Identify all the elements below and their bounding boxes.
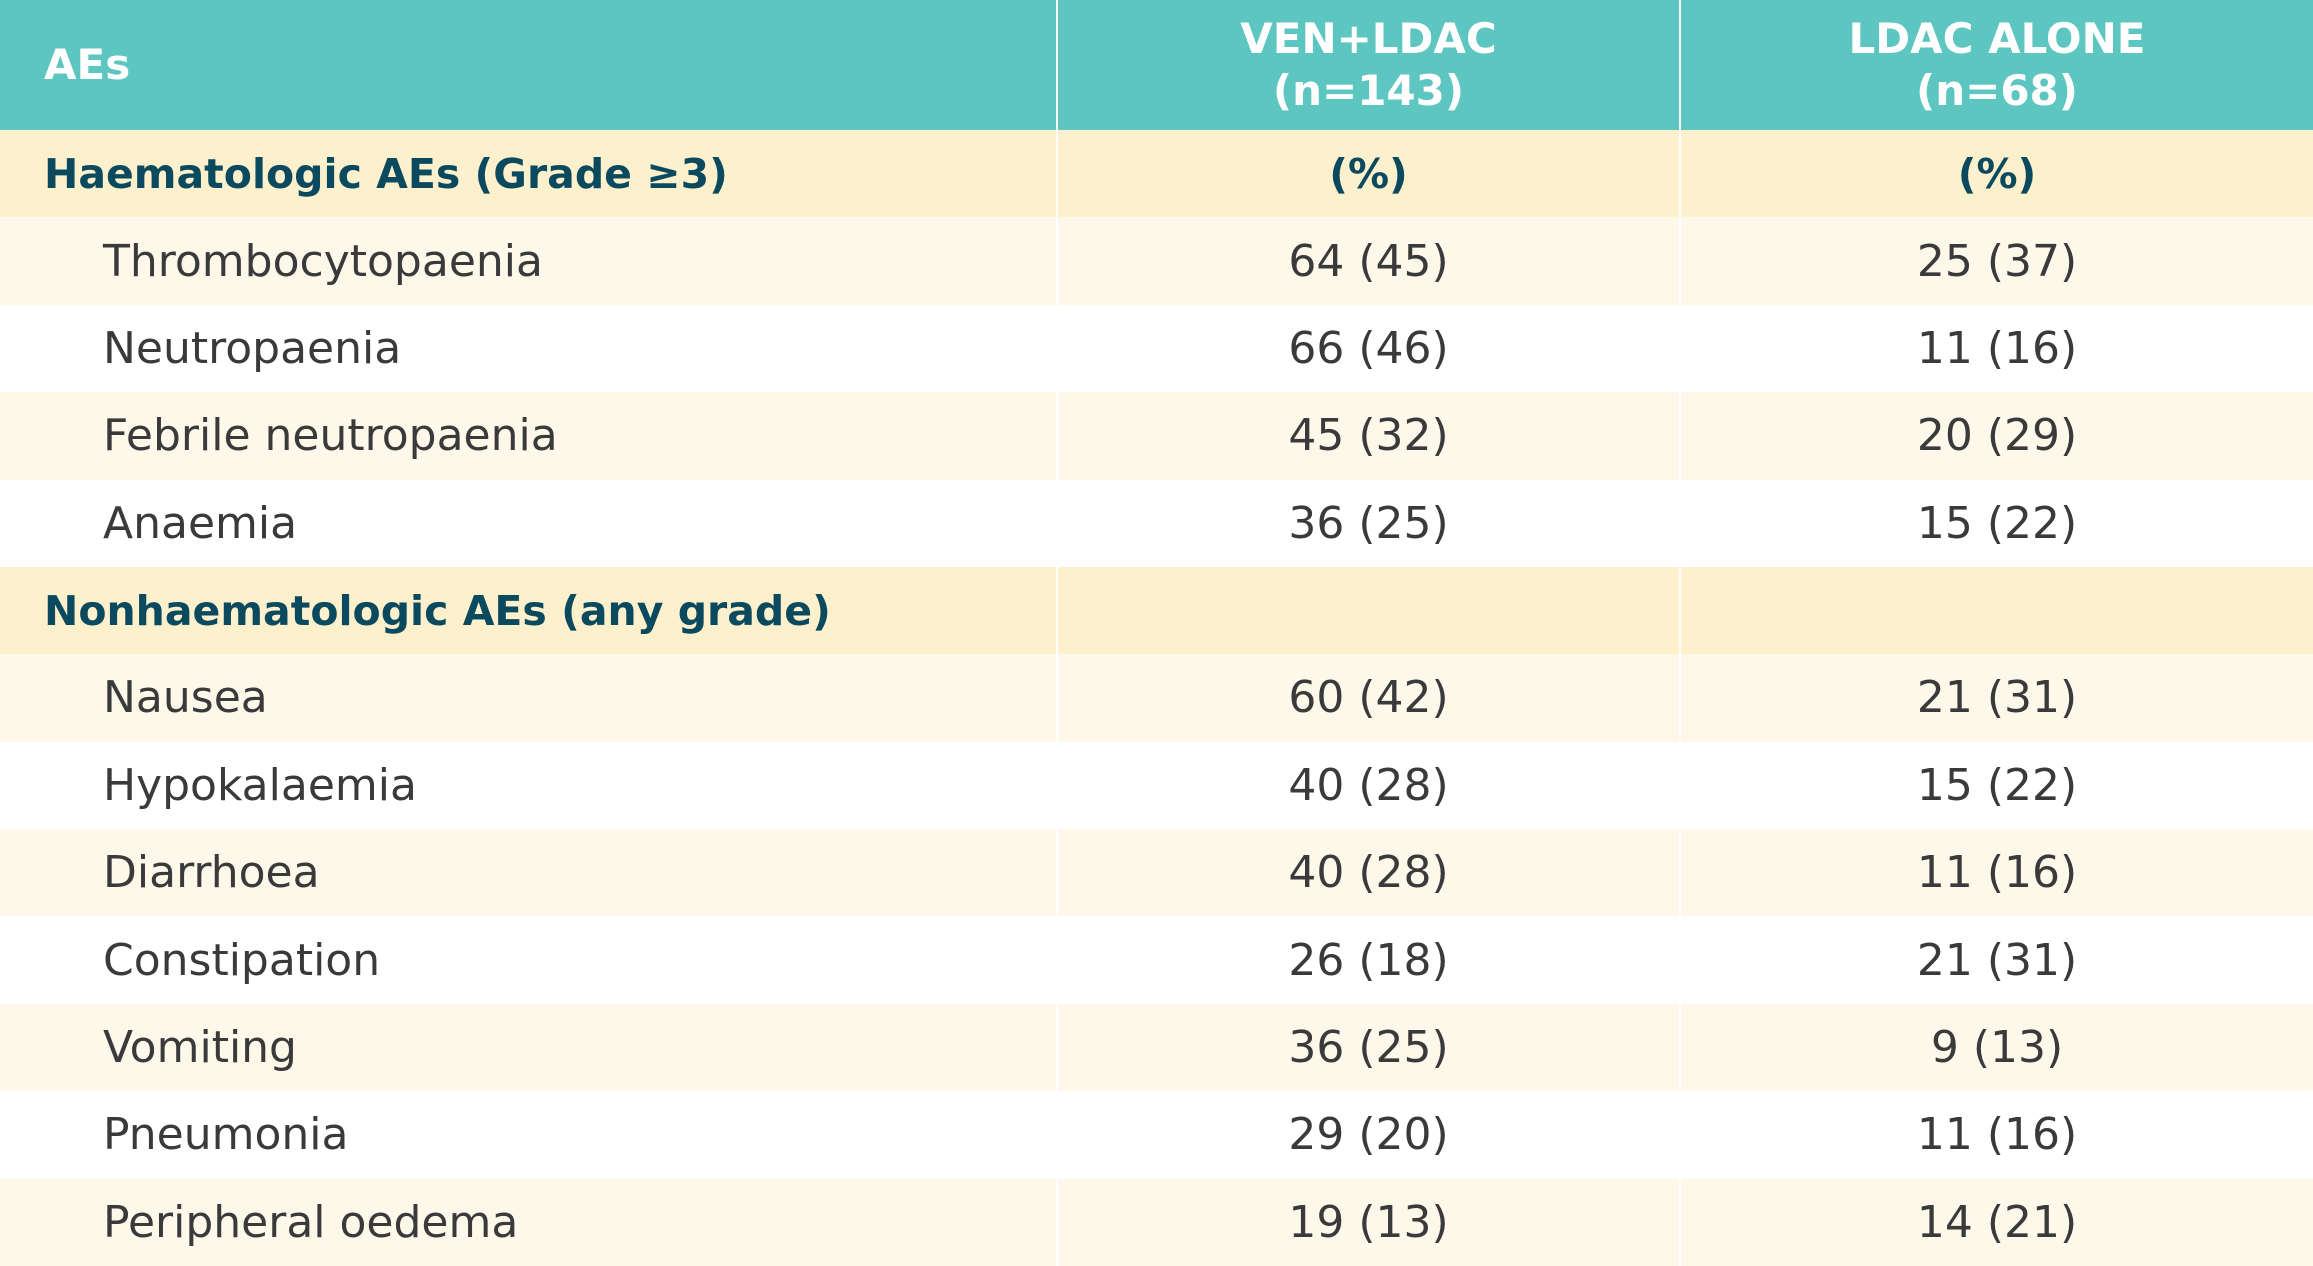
event-name-cell: Anaemia [0, 479, 1058, 567]
event-name-cell: Pneumonia [0, 1091, 1058, 1179]
event-name: Febrile neutropaenia [103, 410, 558, 462]
event-value: 15 (22) [1916, 759, 2078, 811]
event-name-cell: Diarrhoea [0, 829, 1058, 917]
event-name-cell: Vomiting [0, 1003, 1058, 1092]
event-name: Nausea [103, 672, 268, 724]
header-column: VEN+LDAC [1240, 14, 1497, 63]
event-value-cell: 36 (25) [1058, 479, 1681, 567]
event-name: Diarrhoea [103, 847, 320, 899]
event-value: 15 (22) [1916, 497, 2078, 549]
event-value-cell: 21 (31) [1681, 654, 2313, 742]
event-value: 64 (45) [1288, 235, 1449, 287]
event-value-cell: 40 (28) [1058, 741, 1681, 829]
section-title-cell: Nonhaematologic AEs (any grade) [0, 566, 1058, 655]
event-value: 21 (31) [1916, 672, 2078, 724]
event-value-cell: 19 (13) [1058, 1178, 1681, 1266]
event-value: 14 (21) [1916, 1196, 2078, 1248]
header-cell: AEs [0, 0, 1058, 130]
header-cell: LDAC ALONE (n=68) [1681, 0, 2313, 130]
header-column: LDAC ALONE [1848, 14, 2146, 63]
event-value: 29 (20) [1288, 1109, 1449, 1161]
event-name: Thrombocytopaenia [103, 235, 543, 287]
event-value-cell: 60 (42) [1058, 654, 1681, 742]
section-title-cell: Haematologic AEs (Grade ≥3) [0, 130, 1058, 218]
event-value-cell: 64 (45) [1058, 217, 1681, 305]
event-value-cell: 20 (29) [1681, 392, 2313, 480]
event-name-cell: Thrombocytopaenia [0, 217, 1058, 305]
event-value: 25 (37) [1916, 235, 2078, 287]
event-name: Anaemia [103, 497, 298, 549]
event-value-cell: 26 (18) [1058, 916, 1681, 1004]
event-value-cell: 9 (13) [1681, 1003, 2313, 1092]
event-name-cell: Hypokalaemia [0, 741, 1058, 829]
event-value-cell: 15 (22) [1681, 479, 2313, 567]
event-name: Vomiting [103, 1021, 297, 1073]
section-title: Nonhaematologic AEs (any grade) [44, 586, 831, 635]
event-name-cell: Febrile neutropaenia [0, 392, 1058, 480]
event-value-cell: 21 (31) [1681, 916, 2313, 1004]
event-value-cell: 14 (21) [1681, 1178, 2313, 1266]
event-value: 36 (25) [1288, 497, 1449, 549]
header-column-n: (n=68) [1916, 66, 2078, 115]
event-value-cell: 11 (16) [1681, 829, 2313, 917]
event-value-cell: 66 (46) [1058, 304, 1681, 393]
event-value: 45 (32) [1288, 410, 1449, 462]
event-value-cell: 11 (16) [1681, 1091, 2313, 1179]
header-cell: VEN+LDAC (n=143) [1058, 0, 1681, 130]
event-value-cell: 29 (20) [1058, 1091, 1681, 1179]
section-title: Haematologic AEs (Grade ≥3) [44, 149, 728, 198]
event-value-cell: 40 (28) [1058, 829, 1681, 917]
event-name: Constipation [103, 934, 381, 986]
event-value-cell: 45 (32) [1058, 392, 1681, 480]
event-name: Pneumonia [103, 1109, 349, 1161]
event-name-cell: Peripheral oedema [0, 1178, 1058, 1266]
event-value: 21 (31) [1916, 934, 2078, 986]
event-name-cell: Nausea [0, 654, 1058, 742]
event-name: Peripheral oedema [103, 1196, 519, 1248]
header-column-n: (n=143) [1272, 66, 1465, 115]
event-value: 11 (16) [1916, 847, 2078, 899]
event-value: 40 (28) [1288, 759, 1449, 811]
event-name: Neutropaenia [103, 322, 402, 374]
event-value: 66 (46) [1288, 322, 1449, 374]
event-value: 20 (29) [1916, 410, 2078, 462]
event-name: Hypokalaemia [103, 759, 417, 811]
event-value: 40 (28) [1288, 847, 1449, 899]
section-unit-cell: (%) [1058, 130, 1681, 218]
event-value: 26 (18) [1288, 934, 1449, 986]
event-value: 60 (42) [1288, 672, 1449, 724]
header-label: AEs [44, 40, 131, 89]
event-value-cell: 15 (22) [1681, 741, 2313, 829]
event-value: 36 (25) [1288, 1021, 1449, 1073]
event-value: 9 (13) [1930, 1021, 2064, 1073]
event-value: 11 (16) [1916, 1109, 2078, 1161]
event-value: 19 (13) [1288, 1196, 1449, 1248]
section-unit: (%) [1329, 149, 1408, 198]
event-name-cell: Constipation [0, 916, 1058, 1004]
section-unit-cell [1681, 566, 2313, 655]
event-value-cell: 36 (25) [1058, 1003, 1681, 1092]
event-name-cell: Neutropaenia [0, 304, 1058, 393]
section-unit-cell: (%) [1681, 130, 2313, 218]
event-value-cell: 25 (37) [1681, 217, 2313, 305]
section-unit-cell [1058, 566, 1681, 655]
event-value-cell: 11 (16) [1681, 304, 2313, 393]
event-value: 11 (16) [1916, 322, 2078, 374]
section-unit: (%) [1957, 149, 2037, 198]
